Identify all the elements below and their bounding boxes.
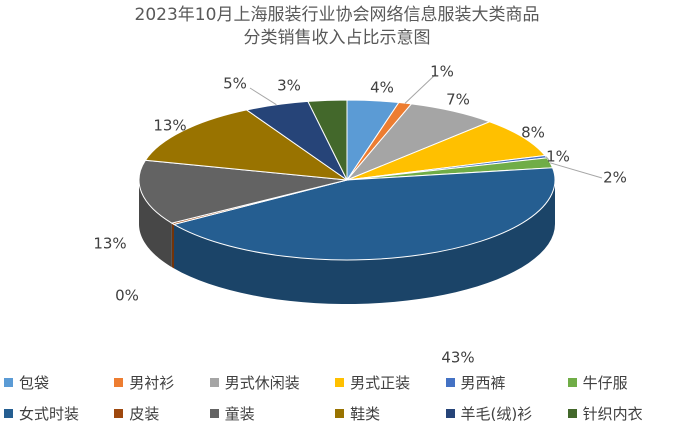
- legend-swatch: [335, 409, 345, 418]
- legend-label: 童装: [224, 405, 255, 423]
- pie-side-8: [139, 180, 172, 268]
- pie-slice-11: [307, 99, 348, 181]
- legend-label: 女式时装: [19, 405, 80, 423]
- pie-slice-8: [138, 159, 348, 224]
- legend-label: 鞋类: [350, 405, 381, 423]
- pie-slice-9: [144, 109, 349, 181]
- data-label-3: 8%: [521, 124, 545, 142]
- legend-item-5: 牛仔服: [567, 372, 672, 393]
- legend-label: 包袋: [19, 374, 50, 392]
- legend-swatch: [567, 409, 577, 418]
- legend-item-3: 男式正装: [335, 372, 439, 393]
- legend-label: 男式休闲装: [224, 374, 300, 392]
- legend-item-6: 女式时装: [4, 403, 108, 424]
- legend-item-1: 男衬衫: [114, 372, 203, 393]
- legend-item-2: 男式休闲装: [209, 372, 329, 393]
- data-label-10: 5%: [223, 75, 247, 93]
- legend-swatch: [445, 409, 455, 418]
- legend-label: 牛仔服: [582, 374, 628, 392]
- legend-item-11: 针织内衣: [567, 403, 672, 424]
- data-label-0: 4%: [370, 79, 394, 97]
- legend-item-8: 童装: [209, 403, 329, 424]
- data-label-1: 1%: [430, 63, 454, 81]
- data-label-4: 1%: [546, 148, 570, 166]
- pie-side-6: [174, 180, 555, 304]
- data-label-7: 0%: [115, 287, 139, 305]
- legend-label: 男西裤: [460, 374, 506, 392]
- legend-label: 针织内衣: [582, 405, 643, 423]
- data-label-9: 13%: [153, 117, 186, 135]
- leader-line-5: [549, 162, 603, 179]
- data-label-8: 13%: [93, 235, 126, 253]
- data-label-6: 43%: [441, 349, 474, 367]
- legend-swatch: [4, 409, 13, 418]
- data-label-2: 7%: [446, 91, 470, 109]
- pie-slice-6: [172, 167, 556, 261]
- legend-swatch: [209, 409, 219, 418]
- legend-label: 男式正装: [350, 374, 411, 392]
- legend-swatch: [567, 378, 577, 387]
- legend-swatch: [445, 378, 455, 387]
- data-label-5: 2%: [603, 169, 627, 187]
- chart-legend: 包袋 男衬衫 男式休闲装 男式正装 男西裤 牛仔服女式时装 皮装 童装 鞋类 羊毛(绒)衫 针织内衣: [4, 372, 672, 424]
- legend-item-4: 男西裤: [445, 372, 562, 393]
- legend-swatch: [4, 378, 13, 387]
- leader-line-1: [404, 73, 437, 104]
- legend-swatch: [335, 378, 345, 387]
- chart-title-line1: 2023年10月上海服装行业协会网络信息服装大类商品: [134, 5, 540, 25]
- pie-slice-3: [346, 121, 546, 181]
- chart-title: 2023年10月上海服装行业协会网络信息服装大类商品 分类销售收入占比示意图: [0, 4, 674, 50]
- legend-item-9: 鞋类: [335, 403, 439, 424]
- leader-line-4: [545, 156, 550, 161]
- legend-label: 男衬衫: [129, 374, 175, 392]
- legend-swatch: [114, 378, 124, 387]
- legend-item-7: 皮装: [114, 403, 203, 424]
- legend-item-0: 包袋: [4, 372, 108, 393]
- legend-swatch: [114, 409, 124, 418]
- pie-chart: 4%1%7%8%1%2%43%0%13%13%5% 3%: [93, 63, 627, 367]
- chart-title-line2: 分类销售收入占比示意图: [243, 28, 431, 48]
- leader-line-10: [249, 87, 277, 106]
- legend-item-10: 羊毛(绒)衫: [445, 403, 562, 424]
- legend-label: 皮装: [129, 405, 160, 423]
- pie-side-7: [171, 223, 175, 269]
- data-label-11: 3%: [277, 77, 301, 95]
- legend-swatch: [209, 378, 219, 387]
- legend-label: 羊毛(绒)衫: [460, 405, 533, 423]
